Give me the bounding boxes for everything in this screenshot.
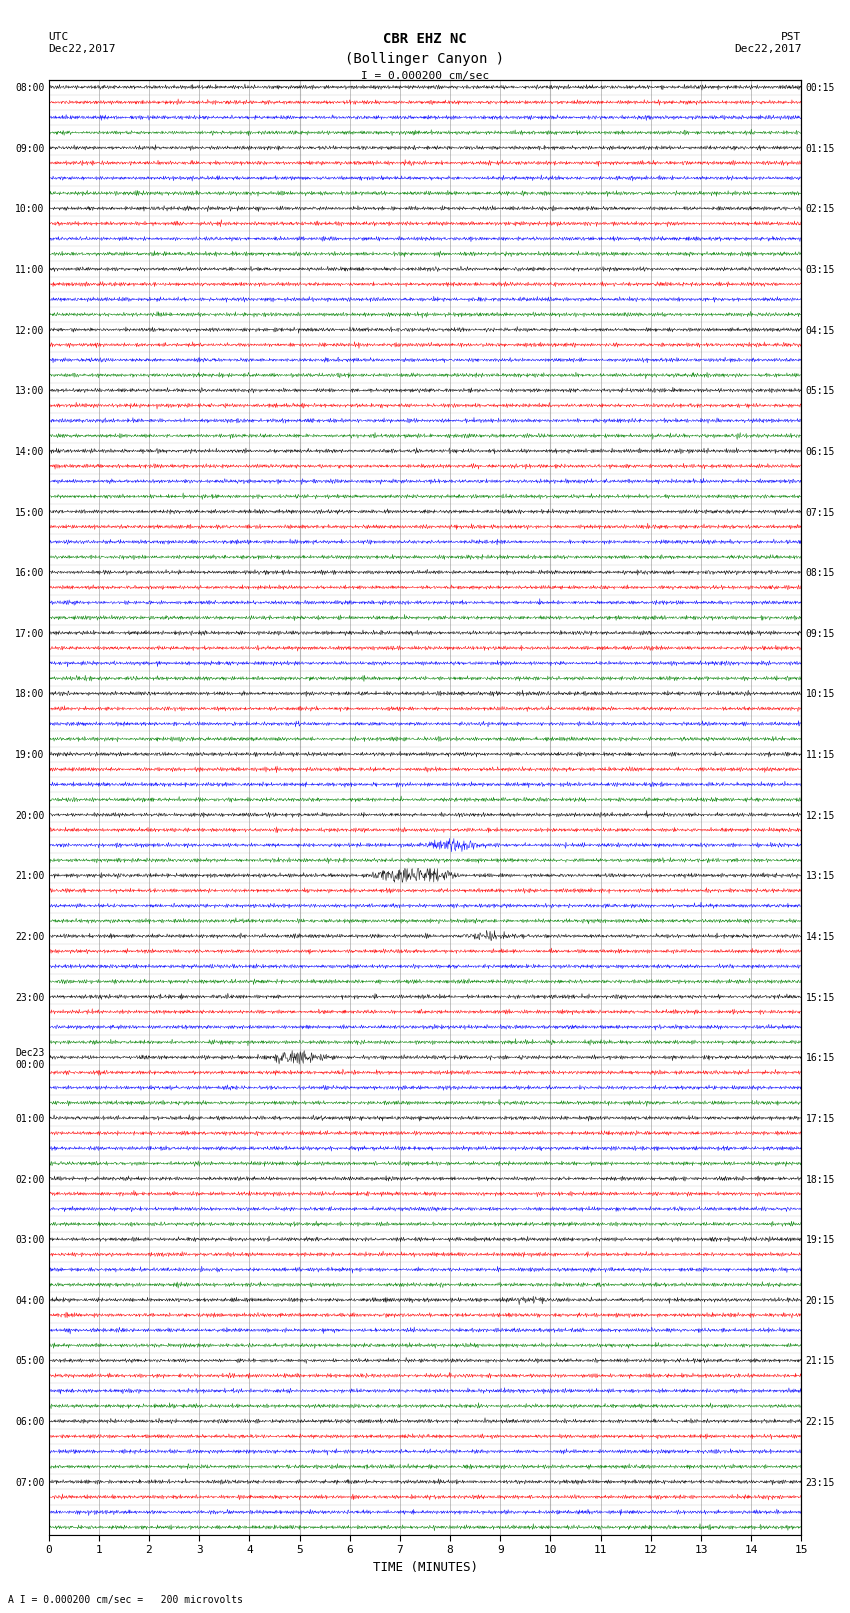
Text: I = 0.000200 cm/sec: I = 0.000200 cm/sec <box>361 71 489 81</box>
Text: A I = 0.000200 cm/sec =   200 microvolts: A I = 0.000200 cm/sec = 200 microvolts <box>8 1595 243 1605</box>
X-axis label: TIME (MINUTES): TIME (MINUTES) <box>372 1561 478 1574</box>
Text: UTC
Dec22,2017: UTC Dec22,2017 <box>48 32 116 53</box>
Text: PST
Dec22,2017: PST Dec22,2017 <box>734 32 802 53</box>
Text: (Bollinger Canyon ): (Bollinger Canyon ) <box>345 52 505 66</box>
Text: CBR EHZ NC: CBR EHZ NC <box>383 32 467 47</box>
